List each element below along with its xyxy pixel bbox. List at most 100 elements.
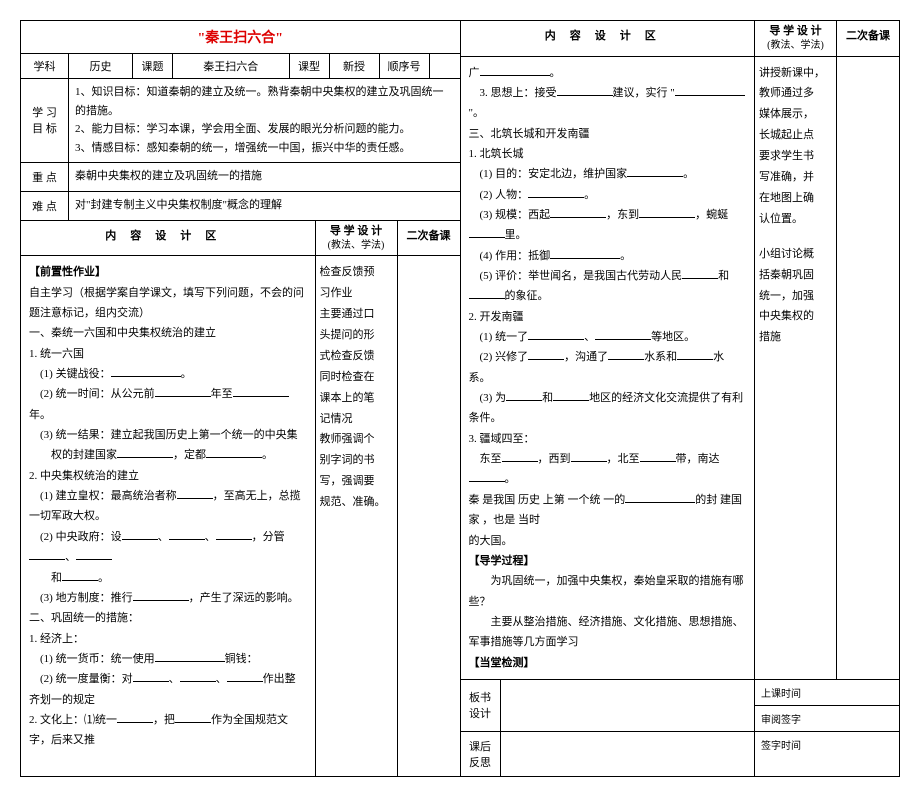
ld8: 记情况: [320, 409, 393, 430]
lesson-title: "秦王扫六合": [21, 21, 460, 54]
nandian-label: 难 点: [21, 192, 69, 220]
sec1: 一、秦统一六国和中央集权统治的建立: [29, 323, 307, 343]
n3b: 东至，西到，北至带，南达。: [469, 449, 747, 490]
n1: 1. 北筑长城: [469, 144, 747, 164]
seq-value: [430, 54, 460, 78]
kehou-label: 课后 反思: [461, 732, 501, 776]
topic-value: 秦王扫六合: [173, 54, 290, 78]
ld6: 同时检查在: [320, 367, 393, 388]
ld10: 别字词的书: [320, 450, 393, 471]
n3: 3. 疆域四至：: [469, 429, 747, 449]
dangtang-tag: 【当堂检测】: [469, 653, 747, 673]
subject-value: 历史: [69, 54, 133, 78]
design-header-left: 内容设计区 导 学 设 计 (教法、学法) 二次备课: [21, 221, 460, 257]
ld1: 检查反馈预: [320, 262, 393, 283]
subject-label: 学科: [21, 54, 69, 78]
rd-gap: [759, 230, 832, 244]
rd12: 统一，加强: [759, 286, 832, 307]
qianzhi-tag: 【前置性作业】: [29, 262, 307, 282]
banshu-label: 板书 设计: [461, 680, 501, 731]
shenyue-sign: 审阅签字: [755, 706, 899, 731]
e1-2: (2) 统一度量衡：对、、作出整齐划一的规定: [29, 669, 307, 710]
goal-body: 1、知识目标：知道秦朝的建立及统一。熟背秦朝中央集权的建立及巩固统一的措施。 2…: [69, 79, 460, 162]
goal-row: 学 习 目 标 1、知识目标：知道秦朝的建立及统一。熟背秦朝中央集权的建立及巩固…: [21, 79, 460, 163]
l1-1: (1) 关键战役：。: [29, 364, 307, 384]
zhongdian-text: 秦朝中央集权的建立及巩固统一的措施: [69, 163, 460, 191]
topic-label: 课题: [133, 54, 173, 78]
n1-3: (3) 规模：西起，东到，蜿蜒里。: [469, 205, 747, 246]
e1: 1. 经济上：: [29, 629, 307, 649]
l2-1: (1) 建立皇权：最高统治者称，至高无上，总揽一切军政大权。: [29, 486, 307, 527]
lesson-plan-sheet: "秦王扫六合" 学科 历史 课题 秦王扫六合 课型 新授 顺序号 学 习 目 标…: [20, 20, 900, 777]
r0: 广。: [469, 63, 747, 83]
zhongdian-row: 重 点 秦朝中央集权的建立及巩固统一的措施: [21, 163, 460, 192]
right-erci: [837, 57, 899, 679]
q2: 主要从整治措施、经济措施、文化措施、思想措施、军事措施等几方面学习: [469, 612, 747, 653]
content-col-label: 内容设计区: [21, 221, 316, 256]
q1: 为巩固统一，加强中央集权，秦始皇采取的措施有哪些？: [469, 571, 747, 612]
goal-label: 学 习 目 标: [21, 79, 69, 162]
left-erci: [398, 256, 460, 776]
goal-1: 1、知识目标：知道秦朝的建立及统一。熟背秦朝中央集权的建立及巩固统一的措施。: [75, 83, 454, 120]
ld3: 主要通过口: [320, 304, 393, 325]
daoxue-col-label: 导 学 设 计 (教法、学法): [316, 221, 398, 256]
goal-3: 3、情感目标：感知秦朝的统一，增强统一中国，振兴中华的责任感。: [75, 139, 454, 158]
l2-3: (3) 地方制度：推行，产生了深远的影响。: [29, 588, 307, 608]
l1: 1. 统一六国: [29, 344, 307, 364]
autostudy: 自主学习（根据学案自学课文，填写下列问题，不会的问题注意标记，组内交流）: [29, 283, 307, 324]
qin: 秦 是我国 历史 上第 一个统 一的的封 建国家 ，也是 当时: [469, 490, 747, 531]
right-bottom: 板书 设计 上课时间 审阅签字 课后 反思 签字时间: [461, 679, 900, 776]
right-daoxue: 讲授新课中， 教师通过多 媒体展示， 长城起止点 要求学生书 写准确，并 在地图…: [755, 57, 837, 679]
type-label: 课型: [290, 54, 330, 78]
ld12: 规范、准确。: [320, 492, 393, 513]
ld11: 写，强调要: [320, 471, 393, 492]
ld5: 式检查反馈: [320, 346, 393, 367]
rd10: 小组讨论概: [759, 244, 832, 265]
rd14: 措施: [759, 327, 832, 348]
qinc: 的大国。: [469, 531, 747, 551]
l2-2b: 和。: [29, 568, 307, 588]
rd7: 在地图上确: [759, 188, 832, 209]
rd4: 长城起止点: [759, 125, 832, 146]
nandian-row: 难 点 对"封建专制主义中央集权制度"概念的理解: [21, 192, 460, 221]
erci-col-label: 二次备课: [398, 221, 460, 256]
n2-1: (1) 统一了、等地区。: [469, 327, 747, 347]
rd6: 写准确，并: [759, 167, 832, 188]
r1: 3. 思想上：接受建议，实行 ""。: [469, 83, 747, 124]
seq-label: 顺序号: [380, 54, 430, 78]
daoxue-sub: (教法、学法): [328, 240, 385, 251]
content-col-label-r: 内容设计区: [461, 21, 756, 56]
c1: 2. 文化上：⑴统一，把作为全国规范文字，后来又推: [29, 710, 307, 751]
sec2: 二、巩固统一的措施：: [29, 608, 307, 628]
rd5: 要求学生书: [759, 146, 832, 167]
n1-1: (1) 目的：安定北边，维护国家。: [469, 164, 747, 184]
daoxue-col-label-r: 导 学 设 计 (教法、学法): [755, 21, 837, 56]
right-half: 内容设计区 导 学 设 计 (教法、学法) 二次备课 广。 3. 思想上：接受建…: [461, 21, 900, 776]
n1-2: (2) 人物：。: [469, 185, 747, 205]
n1-4: (4) 作用：抵御。: [469, 246, 747, 266]
rd8: 认位置。: [759, 209, 832, 230]
right-content: 广。 3. 思想上：接受建议，实行 ""。 三、北筑长城和开发南疆 1. 北筑长…: [461, 57, 756, 679]
left-half: "秦王扫六合" 学科 历史 课题 秦王扫六合 课型 新授 顺序号 学 习 目 标…: [21, 21, 461, 776]
rd1: 讲授新课中，: [759, 63, 832, 84]
meta-row: 学科 历史 课题 秦王扫六合 课型 新授 顺序号: [21, 54, 460, 79]
daoxue-title-r: 导 学 设 计: [769, 25, 821, 37]
banshu-row: 板书 设计 上课时间 审阅签字: [461, 679, 900, 731]
daoxue-tag: 【导学过程】: [469, 551, 747, 571]
n2: 2. 开发南疆: [469, 307, 747, 327]
rd2: 教师通过多: [759, 83, 832, 104]
qianzi-time: 签字时间: [755, 732, 899, 776]
ld7: 课本上的笔: [320, 388, 393, 409]
rd3: 媒体展示，: [759, 104, 832, 125]
n1-5: (5) 评价：举世闻名，是我国古代劳动人民和的象征。: [469, 266, 747, 307]
banshu-body: [501, 680, 756, 731]
kehou-row: 课后 反思 签字时间: [461, 731, 900, 776]
l2: 2. 中央集权统治的建立: [29, 466, 307, 486]
daoxue-title: 导 学 设 计: [330, 225, 382, 237]
n2-3: (3) 为和地区的经济文化交流提供了有利条件。: [469, 388, 747, 429]
type-value: 新授: [330, 54, 380, 78]
design-body-left: 【前置性作业】 自主学习（根据学案自学课文，填写下列问题，不会的问题注意标记，组…: [21, 256, 460, 776]
ld4: 头提问的形: [320, 325, 393, 346]
zhongdian-label: 重 点: [21, 163, 69, 191]
l2-2: (2) 中央政府：设、、，分管、: [29, 527, 307, 568]
